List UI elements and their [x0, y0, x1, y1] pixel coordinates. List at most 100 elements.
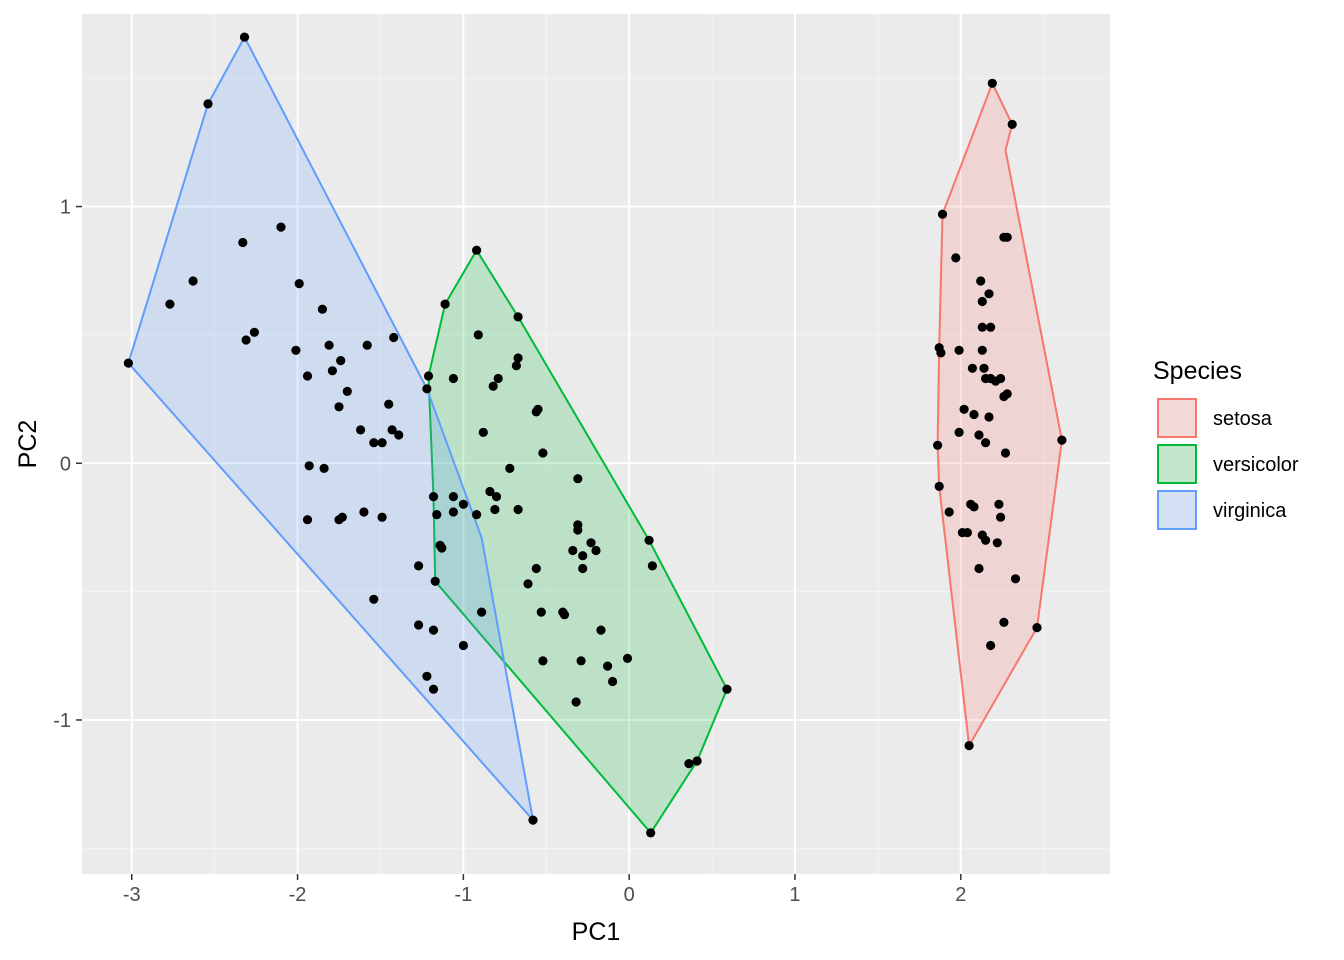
point-setosa: [977, 322, 987, 332]
point-versicolor: [591, 545, 601, 556]
point-virginica: [239, 32, 250, 42]
x-tick-label: 0: [624, 884, 635, 906]
point-virginica: [336, 356, 346, 366]
point-virginica: [319, 463, 329, 473]
data-points: [123, 32, 1067, 838]
point-versicolor: [511, 361, 521, 371]
x-tick-label: 2: [955, 884, 966, 906]
point-virginica: [123, 358, 133, 368]
point-virginica: [428, 625, 439, 635]
point-setosa: [976, 276, 986, 286]
point-setosa: [996, 373, 1006, 384]
point-virginica: [291, 345, 301, 355]
x-axis-ticks: -3 -2 -1 0 1 2: [123, 874, 966, 906]
point-setosa: [986, 322, 996, 332]
point-setosa: [969, 409, 979, 420]
point-virginica: [387, 425, 397, 435]
point-setosa: [1002, 232, 1012, 242]
legend-swatch-setosa: [1157, 398, 1197, 438]
legend-key-virginica: [1157, 490, 1197, 530]
point-virginica: [414, 620, 424, 630]
point-setosa: [951, 253, 961, 263]
point-virginica: [165, 299, 175, 309]
x-tick-label: -1: [454, 884, 472, 906]
point-virginica: [241, 335, 251, 345]
point-versicolor: [684, 759, 694, 769]
legend-title: Species: [1153, 357, 1242, 385]
point-versicolor: [578, 551, 588, 561]
point-virginica: [414, 561, 424, 571]
point-virginica: [249, 327, 259, 337]
point-virginica: [448, 507, 458, 517]
point-setosa: [936, 348, 946, 358]
point-virginica: [377, 512, 387, 522]
point-setosa: [933, 440, 943, 450]
point-setosa: [992, 538, 1002, 548]
species-hulls: [127, 36, 1063, 834]
point-setosa: [962, 528, 973, 538]
point-versicolor: [488, 381, 498, 391]
point-setosa: [944, 507, 954, 517]
point-setosa: [964, 741, 974, 751]
point-setosa: [996, 512, 1006, 522]
point-virginica: [384, 399, 394, 409]
y-tick-label: -1: [53, 710, 71, 732]
point-setosa: [977, 296, 987, 307]
point-virginica: [324, 340, 334, 350]
y-tick-label: 0: [60, 453, 71, 475]
point-setosa: [1002, 389, 1012, 399]
point-setosa: [1032, 623, 1042, 633]
legend-key-setosa: [1157, 398, 1197, 438]
point-virginica: [362, 340, 372, 350]
point-virginica: [238, 237, 248, 248]
major-gridlines: [82, 14, 1110, 874]
point-setosa: [981, 438, 991, 448]
x-tick-label: -3: [123, 884, 141, 906]
point-virginica: [448, 492, 458, 502]
point-virginica: [203, 99, 213, 109]
point-versicolor: [573, 525, 583, 535]
point-virginica: [458, 640, 468, 651]
point-versicolor: [478, 427, 488, 437]
legend-swatch-versicolor: [1157, 444, 1197, 484]
point-setosa: [974, 430, 984, 440]
point-versicolor: [513, 312, 523, 322]
x-tick-label: 1: [789, 884, 800, 906]
y-tick-label: 1: [60, 197, 71, 219]
point-versicolor: [428, 492, 439, 502]
point-setosa: [999, 617, 1009, 628]
point-virginica: [337, 512, 347, 522]
point-versicolor: [571, 697, 581, 707]
point-virginica: [369, 438, 379, 448]
x-tick-label: -2: [289, 884, 307, 906]
point-versicolor: [568, 545, 578, 556]
point-virginica: [334, 402, 344, 412]
point-virginica: [342, 386, 352, 396]
point-versicolor: [559, 610, 570, 620]
point-versicolor: [523, 579, 533, 589]
legend-swatch-virginica: [1157, 490, 1197, 530]
point-versicolor: [647, 561, 658, 571]
x-axis-title: PC1: [572, 918, 621, 946]
point-versicolor: [646, 828, 656, 838]
point-virginica: [356, 425, 366, 435]
point-versicolor: [448, 373, 458, 384]
point-virginica: [389, 332, 399, 343]
point-virginica: [188, 276, 198, 286]
point-versicolor: [493, 373, 503, 384]
point-versicolor: [538, 656, 548, 666]
point-versicolor: [432, 509, 442, 520]
point-virginica: [302, 371, 313, 381]
point-virginica: [304, 461, 314, 471]
point-setosa: [1057, 435, 1067, 445]
point-versicolor: [603, 661, 613, 671]
point-versicolor: [430, 576, 440, 586]
point-setosa: [1007, 119, 1017, 129]
point-setosa: [994, 499, 1004, 509]
point-versicolor: [596, 625, 606, 635]
point-setosa: [954, 345, 964, 355]
point-versicolor: [513, 504, 523, 515]
point-virginica: [422, 384, 432, 394]
point-virginica: [528, 815, 538, 825]
